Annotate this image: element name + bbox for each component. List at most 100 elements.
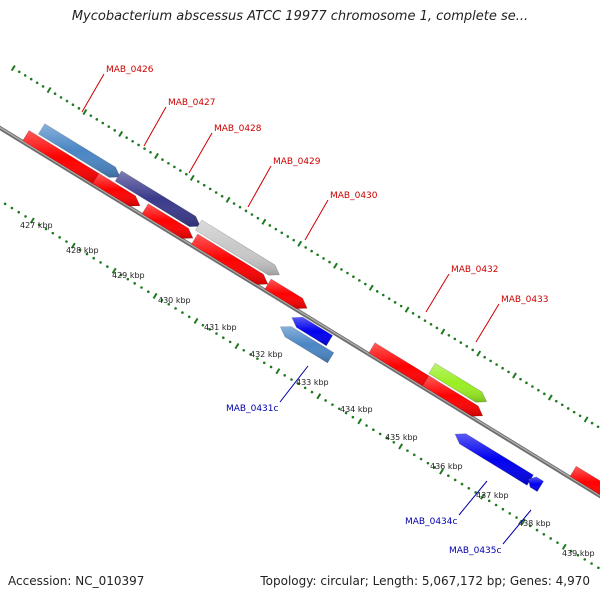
minor-tick	[133, 282, 136, 285]
minor-tick	[525, 381, 528, 385]
reverse-gene-label[interactable]: MAB_0431c	[226, 404, 279, 414]
major-tick	[297, 240, 303, 247]
minor-tick	[531, 385, 534, 388]
forward-gene-label[interactable]: MAB_0433	[501, 295, 549, 305]
gene-arrow-mab0427[interactable]	[92, 172, 141, 207]
minor-tick	[220, 194, 224, 198]
minor-tick	[453, 478, 457, 482]
forward-gene-label[interactable]: MAB_0428	[214, 124, 262, 134]
reverse-gene-label[interactable]: MAB_0435c	[449, 546, 502, 556]
minor-tick	[89, 114, 93, 117]
minor-tick	[501, 366, 504, 370]
minor-tick	[411, 312, 415, 315]
minor-tick	[460, 482, 464, 486]
minor-tick	[37, 223, 41, 227]
major-tick	[152, 292, 158, 299]
gene-feature-steelblue-b[interactable]	[279, 326, 335, 364]
minor-tick	[232, 202, 236, 205]
minor-tick	[113, 129, 117, 132]
forward-gene-label[interactable]: MAB_0430	[330, 191, 378, 201]
minor-tick	[167, 302, 171, 306]
gene-arrow-mab0433[interactable]	[422, 375, 484, 417]
gene-arrow-mab0429[interactable]	[191, 233, 269, 285]
minor-tick	[351, 415, 355, 419]
minor-tick	[583, 558, 587, 561]
minor-tick	[147, 290, 150, 293]
minor-tick	[489, 359, 492, 363]
minor-tick	[507, 370, 510, 374]
minor-tick	[337, 407, 341, 411]
minor-tick	[364, 282, 367, 286]
major-tick	[404, 306, 410, 313]
minor-tick	[399, 304, 403, 308]
minor-tick	[590, 562, 593, 565]
gene-arrow-mab0428[interactable]	[141, 203, 194, 239]
minor-tick	[447, 474, 450, 478]
gene-arrow-mab0435c[interactable]	[528, 476, 544, 492]
major-tick	[512, 372, 517, 379]
scale-label: 438 kbp	[518, 519, 551, 528]
major-tick	[357, 418, 363, 425]
major-tick	[10, 65, 16, 72]
minor-tick	[262, 361, 266, 365]
minor-tick	[106, 265, 109, 268]
backbone-highlight	[0, 126, 600, 497]
scale-label: 428 kbp	[66, 246, 99, 255]
minor-tick	[244, 209, 248, 213]
minor-tick	[137, 143, 140, 147]
major-tick	[189, 174, 195, 181]
gene-label-group: MAB_0426 MAB_0427 MAB_0428 MAB_0429 MAB_0430…	[106, 65, 549, 556]
minor-tick	[215, 332, 218, 335]
minor-tick	[378, 432, 382, 436]
forward-gene-label[interactable]: MAB_0426	[106, 65, 154, 75]
minor-tick	[346, 271, 349, 275]
minor-tick	[566, 407, 570, 410]
minor-tick	[268, 224, 272, 227]
minor-tick	[453, 337, 457, 341]
minor-tick	[467, 486, 471, 490]
scale-label: 432 kbp	[250, 350, 283, 359]
gene-arrow-mab0431c[interactable]	[291, 316, 334, 347]
minor-tick	[149, 150, 152, 154]
gene-feature-gray[interactable]	[194, 219, 280, 276]
minor-tick	[256, 216, 260, 220]
minor-tick	[249, 353, 252, 356]
forward-gene-label[interactable]: MAB_0429	[273, 157, 321, 167]
minor-tick	[340, 268, 343, 271]
gene-feature-lime[interactable]	[428, 362, 488, 403]
minor-tick	[280, 231, 284, 235]
minor-tick	[590, 421, 594, 425]
minor-tick	[23, 74, 27, 77]
minor-tick	[174, 307, 177, 310]
major-tick	[118, 130, 124, 138]
minor-tick	[101, 121, 105, 125]
gene-arrow-mab0434c[interactable]	[454, 433, 534, 486]
minor-tick	[65, 99, 69, 103]
gene-arrow-mab0430[interactable]	[264, 278, 308, 309]
minor-tick	[392, 440, 396, 444]
minor-tick	[78, 248, 82, 252]
minor-tick	[381, 293, 385, 297]
gene-feature-navy[interactable]	[114, 170, 201, 227]
leader-line	[502, 509, 532, 545]
minor-tick	[303, 386, 307, 390]
scale-label-group: 427 kbp 428 kbp 429 kbp 430 kbp 431 kbp 432 k…	[20, 221, 595, 558]
minor-tick	[560, 403, 564, 407]
forward-gene-label[interactable]: MAB_0432	[451, 265, 499, 275]
minor-tick	[423, 319, 427, 322]
scale-label: 436 kbp	[430, 462, 463, 471]
tick-ring-group	[3, 65, 600, 570]
scale-label: 427 kbp	[20, 221, 53, 230]
major-tick	[70, 242, 76, 249]
gene-feature-steelblue-a[interactable]	[38, 123, 121, 178]
minor-tick	[160, 298, 164, 302]
reverse-gene-label[interactable]: MAB_0434c	[405, 517, 458, 527]
minor-tick	[304, 246, 307, 249]
minor-tick	[208, 328, 211, 331]
minor-tick	[578, 414, 582, 418]
forward-gene-label[interactable]: MAB_0427	[168, 98, 216, 108]
major-tick	[439, 468, 444, 475]
gene-arrow-right-edge[interactable]	[569, 465, 600, 499]
minor-tick	[286, 235, 290, 238]
